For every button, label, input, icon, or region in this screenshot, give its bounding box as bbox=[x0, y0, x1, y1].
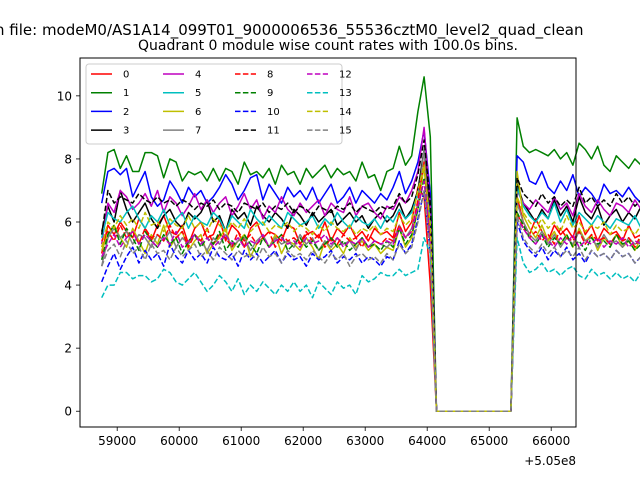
legend-entry-13: 13 bbox=[307, 88, 352, 99]
x-axis: 59000 60000 61000 62000 63000 64000 65000 66000 bbox=[98, 427, 570, 448]
legend-entry-7: 7 bbox=[163, 126, 201, 137]
legend-entry-0: 0 bbox=[91, 70, 129, 81]
y-tick-label: 10 bbox=[57, 89, 72, 103]
legend-label: 1 bbox=[123, 88, 129, 99]
series-line-1 bbox=[100, 76, 640, 412]
legend-entry-9: 9 bbox=[235, 88, 273, 99]
legend-entry-12: 12 bbox=[307, 70, 352, 81]
legend-entry-3: 3 bbox=[91, 126, 129, 137]
x-tick-label: 60000 bbox=[160, 434, 198, 448]
series-line-10 bbox=[101, 189, 640, 412]
legend-label: 10 bbox=[267, 107, 280, 118]
x-tick-label: 64000 bbox=[408, 434, 446, 448]
series-line-12 bbox=[101, 180, 640, 412]
legend-entry-1: 1 bbox=[91, 88, 129, 99]
y-tick-label: 6 bbox=[64, 216, 72, 230]
legend-label: 9 bbox=[267, 88, 273, 99]
legend-label: 12 bbox=[339, 70, 352, 81]
series-line-3 bbox=[100, 148, 640, 412]
series-line-11 bbox=[100, 139, 640, 412]
x-tick-label: 65000 bbox=[470, 434, 508, 448]
legend-label: 14 bbox=[339, 107, 352, 118]
legend-frame bbox=[85, 63, 343, 145]
series-line-13 bbox=[101, 237, 640, 412]
legend-label: 5 bbox=[195, 88, 201, 99]
legend-entry-10: 10 bbox=[235, 107, 280, 118]
x-tick-label: 59000 bbox=[98, 434, 136, 448]
series-line-14 bbox=[100, 164, 640, 412]
x-tick-label: 66000 bbox=[532, 434, 570, 448]
y-tick-label: 8 bbox=[64, 152, 72, 166]
series-line-15 bbox=[101, 189, 640, 412]
y-tick-label: 0 bbox=[64, 405, 72, 419]
y-tick-label: 2 bbox=[64, 342, 72, 356]
y-tick-label: 4 bbox=[64, 279, 72, 293]
legend-label: 13 bbox=[339, 88, 352, 99]
axes-frame bbox=[79, 57, 577, 428]
series-line-4 bbox=[100, 126, 640, 412]
x-offset-label: +5.05e8 bbox=[524, 454, 576, 468]
y-axis: 0 2 4 6 8 10 bbox=[57, 89, 80, 419]
series-line-5 bbox=[100, 167, 640, 412]
legend-label: 2 bbox=[123, 107, 129, 118]
x-tick-label: 62000 bbox=[284, 434, 322, 448]
legend-entry-14: 14 bbox=[307, 107, 352, 118]
series-line-2 bbox=[100, 129, 640, 412]
legend-label: 15 bbox=[339, 126, 352, 137]
legend-label: 3 bbox=[123, 126, 129, 137]
legend-entry-4: 4 bbox=[163, 70, 201, 81]
legend-entry-11: 11 bbox=[235, 126, 280, 137]
legend-label: 4 bbox=[195, 70, 201, 81]
figure-suptitle: n file: modeM0/AS1A14_099T01_9000006536_… bbox=[0, 21, 584, 40]
legend-label: 11 bbox=[267, 126, 280, 137]
legend-label: 8 bbox=[267, 70, 273, 81]
legend-label: 7 bbox=[195, 126, 201, 137]
chart-title: Quadrant 0 module wise count rates with … bbox=[138, 38, 518, 54]
x-tick-label: 61000 bbox=[222, 434, 260, 448]
plot-lines bbox=[100, 76, 640, 412]
legend-entry-5: 5 bbox=[163, 88, 201, 99]
legend-entry-15: 15 bbox=[307, 126, 352, 137]
legend-entry-8: 8 bbox=[235, 70, 273, 81]
legend-entry-6: 6 bbox=[163, 107, 201, 118]
legend-entry-2: 2 bbox=[91, 107, 129, 118]
legend-label: 6 bbox=[195, 107, 201, 118]
x-tick-label: 63000 bbox=[346, 434, 384, 448]
legend-label: 0 bbox=[123, 70, 129, 81]
